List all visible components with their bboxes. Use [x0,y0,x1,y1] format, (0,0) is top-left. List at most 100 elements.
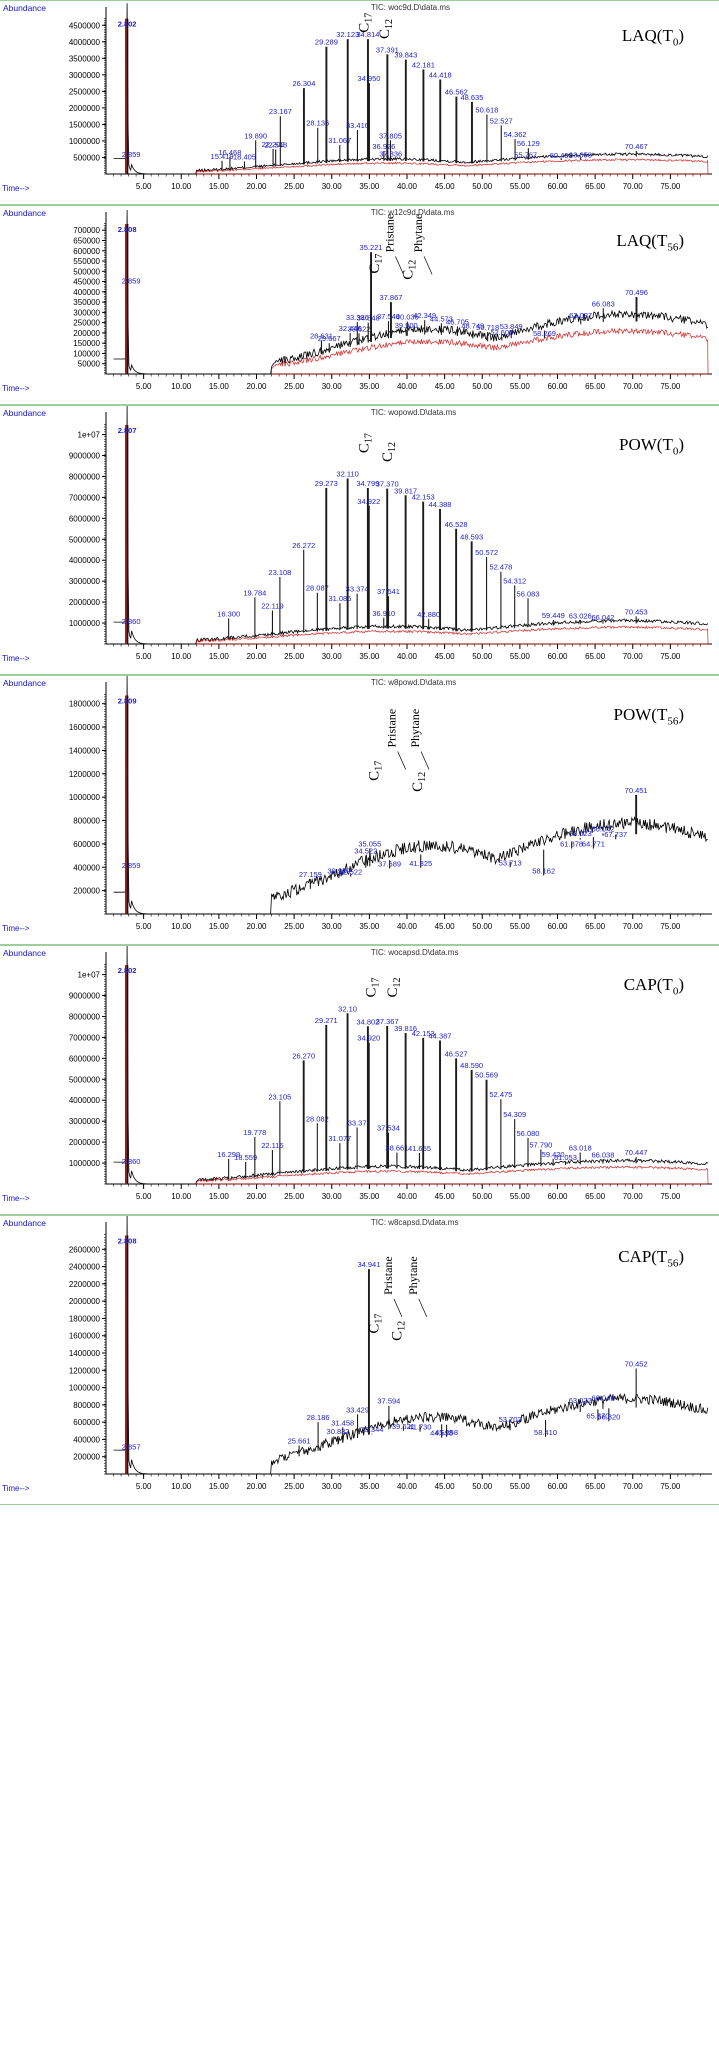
x-axis-tick-label: 5.00 [136,922,152,931]
y-axis-tick-label: 1800000 [69,700,101,709]
x-axis-tick-label: 70.00 [623,182,644,191]
x-axis-tick-label: 60.00 [547,922,568,931]
peak-label: 23.108 [268,568,291,577]
peak-label: 59.420 [542,1150,565,1159]
sample-label: CAP(T0) [623,975,684,998]
x-axis-tick-label: 55.00 [510,922,531,931]
x-axis-tick-label: 15.00 [209,652,230,661]
y-axis-tick-label: 400000 [73,288,100,297]
y-axis-title: Abundance [3,1218,47,1228]
compound-marker-label: C17 [357,433,375,453]
sample-label: CAP(T56) [618,1246,684,1269]
peak-label: 48.590 [460,1061,483,1070]
x-axis-tick-label: 50.00 [472,652,493,661]
peak-label: 36.910 [372,609,395,618]
x-axis-tick-label: 75.00 [660,1482,681,1491]
sample-label: POW(T56) [613,705,685,728]
peak-label: 41.825 [409,859,432,868]
peak-label: 34.920 [357,1034,380,1043]
peak-label: 37.594 [377,1397,400,1406]
x-axis-tick-label: 5.00 [136,382,152,391]
x-axis-tick-label: 60.00 [547,1482,568,1491]
x-axis-tick-label: 20.00 [246,922,267,931]
peak-label: 54.309 [503,1110,526,1119]
y-axis-tick-label: 250000 [73,319,100,328]
compound-marker-label: C17 [357,13,375,33]
x-axis-tick-label: 70.00 [623,1482,644,1491]
sample-label: LAQ(T56) [616,231,684,254]
x-axis-tick-label: 20.00 [246,1192,267,1201]
x-axis-tick-label: 20.00 [246,182,267,191]
peak-label: 61.053 [554,1153,577,1162]
peak-label: 26.304 [292,79,315,88]
x-axis-tick-label: 20.00 [246,652,267,661]
peak-label: 54.362 [504,130,527,139]
x-axis-tick-label: 10.00 [171,1192,192,1201]
x-axis-tick-label: 65.00 [585,652,606,661]
peak-label: 30.949 [327,866,350,875]
peak-label: 50.618 [475,106,498,115]
peak-label: 40.036 [396,313,419,322]
peak-label: 45.258 [435,1428,458,1437]
peak-label: 33.622 [348,324,371,333]
peak-label: 33.37 [348,1118,367,1127]
peak-label: 46.528 [445,520,468,529]
x-axis-title: Time--> [2,1194,30,1203]
y-axis-tick-label: 500000 [73,153,100,162]
y-axis-tick-label: 2500000 [69,87,101,96]
plot-area: 500000 1000000 1500000 2000000 2500000 300000… [69,3,712,191]
y-axis-tick-label: 1000000 [69,793,101,802]
peak-label: 41.730 [409,1423,432,1432]
chromatogram-panel: Abundance TIC: woc9d.D\data.ms LAQ(T0) Time… [0,0,719,205]
peak-label: 31.077 [328,1134,351,1143]
y-axis-tick-label: 5000000 [69,535,101,544]
peak-label: 35.344 [360,1425,383,1434]
x-axis-tick-label: 40.00 [397,382,418,391]
x-axis-tick-label: 25.00 [284,652,305,661]
peak-label: 19.784 [243,588,266,597]
sample-label: POW(T0) [619,435,684,458]
peak-label: 63.026 [569,612,592,621]
y-axis-tick-label: 550000 [73,257,100,266]
peak-label: 52.600 [490,328,513,337]
peak-label: 70.451 [625,786,648,795]
peak-label: 56.080 [517,1129,540,1138]
x-axis-tick-label: 45.00 [435,1192,456,1201]
y-axis-tick-label: 1200000 [69,1366,101,1375]
peak-label: 33.429 [346,1405,369,1414]
y-axis-tick-label: 650000 [73,236,100,245]
peak-label: 2.802 [118,966,137,975]
peak-label: 37.541 [377,587,400,596]
peak-label: 53.702 [499,1415,522,1424]
x-axis-tick-label: 5.00 [136,1192,152,1201]
plot-area: 1000000 2000000 3000000 4000000 5000000 60000… [69,946,712,1201]
x-axis-tick-label: 50.00 [472,922,493,931]
y-axis-tick-label: 3000000 [69,577,101,586]
peak-label: 2.859 [122,277,141,286]
peak-label: 37.370 [376,480,399,489]
y-axis-tick-label: 8000000 [69,1012,101,1021]
x-axis-tick-label: 30.00 [322,1482,343,1491]
x-axis-tick-label: 70.00 [623,1192,644,1201]
peak-label: 2.808 [118,1236,137,1245]
y-axis-tick-label: 400000 [73,1435,100,1444]
peak-label: 70.453 [625,607,648,616]
x-axis-tick-label: 15.00 [209,922,230,931]
peak-label: 2.809 [118,697,137,706]
compound-marker-label: Phytane [408,709,422,748]
x-axis-tick-label: 35.00 [359,382,380,391]
compound-marker-label: C17 [366,1314,384,1334]
x-axis-title: Time--> [2,184,30,193]
peak-label: 32.446 [339,324,362,333]
peak-label: 2.859 [122,861,141,870]
peak-label: 48.749 [461,321,484,330]
peak-label: 66.820 [597,1412,620,1421]
x-axis-tick-label: 65.00 [585,1192,606,1201]
y-axis-tick-label: 3500000 [69,54,101,63]
peak-label: 18.559 [234,1153,257,1162]
y-axis-tick-label: 2000000 [69,598,101,607]
x-axis-tick-label: 30.00 [322,922,343,931]
x-axis-tick-label: 75.00 [660,922,681,931]
peak-label: 26.270 [292,1051,315,1060]
y-axis-tick-label: 1000000 [69,137,101,146]
